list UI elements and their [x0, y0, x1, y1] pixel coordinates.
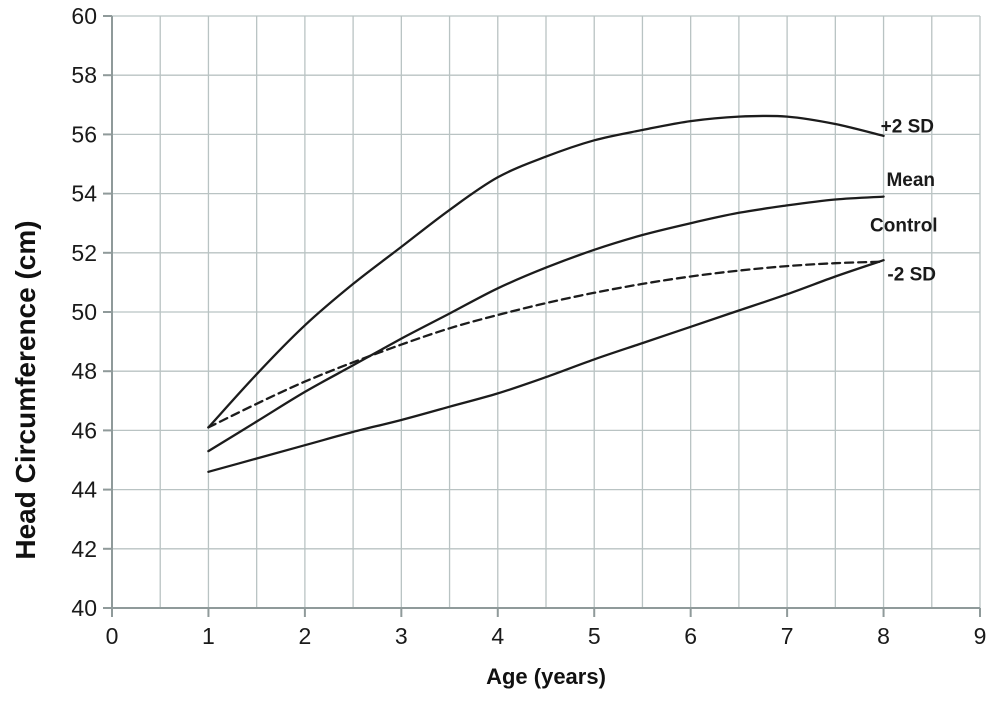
x-tick-label: 0 — [106, 623, 119, 649]
y-tick-label: 50 — [71, 299, 97, 325]
y-tick-label: 54 — [71, 181, 97, 207]
y-tick-label: 60 — [71, 3, 97, 29]
series-curve-+2-sd — [207, 114, 885, 429]
x-tick-label: 3 — [395, 623, 408, 649]
x-tick-label: 8 — [877, 623, 890, 649]
y-tick-label: 40 — [71, 595, 97, 621]
x-axis-title: Age (years) — [486, 664, 606, 689]
x-tick-label: 2 — [298, 623, 311, 649]
y-tick-label: 46 — [71, 417, 97, 443]
series-curve-mean — [207, 195, 885, 453]
x-tick-label: 7 — [781, 623, 794, 649]
series-label-mean: Mean — [886, 170, 935, 191]
series-label--2-sd: -2 SD — [887, 265, 936, 286]
y-tick-label: 52 — [71, 240, 97, 266]
y-axis-title: Head Circumference (cm) — [10, 220, 41, 560]
y-tick-label: 44 — [71, 477, 97, 503]
x-tick-label: 9 — [974, 623, 987, 649]
x-tick-label: 4 — [491, 623, 504, 649]
y-tick-label: 56 — [71, 121, 97, 147]
series-label-+2-sd: +2 SD — [881, 117, 934, 138]
y-tick-label: 48 — [71, 358, 97, 384]
x-tick-label: 1 — [202, 623, 215, 649]
y-tick-label: 58 — [71, 62, 97, 88]
y-tick-label: 42 — [71, 536, 97, 562]
x-tick-label: 5 — [588, 623, 601, 649]
series-curve--2-sd — [207, 259, 885, 473]
series-label-control: Control — [870, 216, 938, 237]
x-tick-label: 6 — [684, 623, 697, 649]
series-curve-control — [207, 260, 885, 429]
